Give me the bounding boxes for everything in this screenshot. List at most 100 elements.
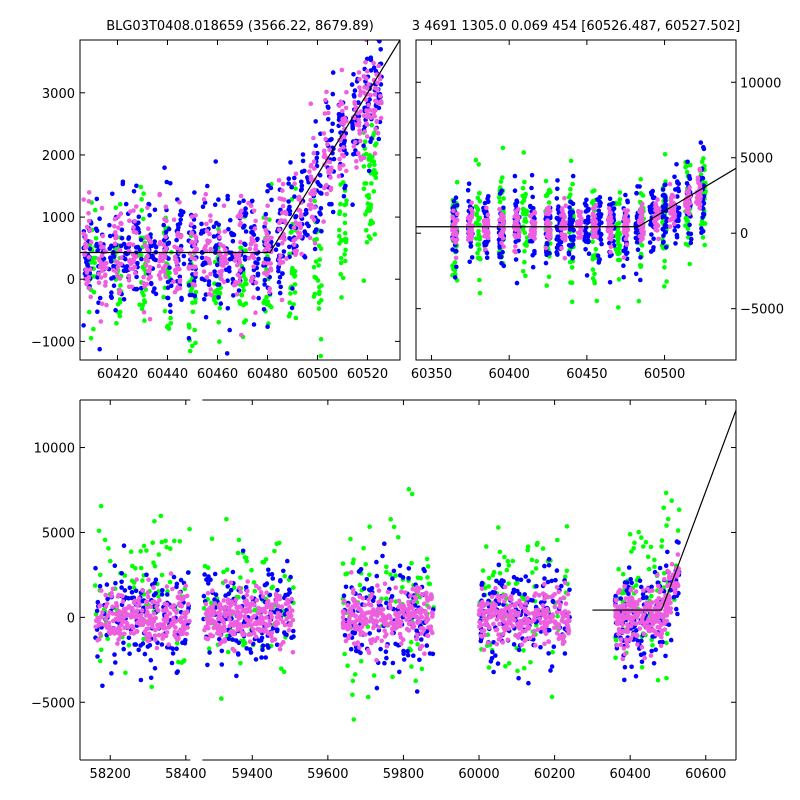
data-point: [512, 173, 518, 179]
data-point: [293, 315, 299, 321]
data-point: [674, 162, 679, 167]
data-point: [171, 279, 176, 285]
data-point: [645, 554, 651, 560]
data-point: [118, 631, 123, 636]
data-point: [421, 566, 426, 572]
data-point: [367, 97, 372, 102]
data-point: [235, 550, 241, 556]
data-point: [183, 611, 189, 617]
data-point: [172, 538, 177, 544]
data-point: [582, 219, 588, 225]
data-point: [269, 634, 274, 639]
data-point: [501, 196, 506, 201]
panel-top-left: 60420 60440 60460 60480 60500 60520−100001000…: [31, 39, 401, 382]
data-point: [477, 277, 482, 283]
data-point: [130, 266, 136, 272]
data-point: [129, 590, 135, 595]
data-point: [87, 227, 93, 233]
data-point: [134, 274, 139, 280]
y-tick-label: 0: [740, 227, 748, 242]
data-point: [566, 243, 572, 248]
data-point: [523, 273, 528, 279]
data-point: [223, 610, 228, 616]
data-point: [99, 205, 105, 211]
data-point: [137, 302, 142, 308]
data-point: [239, 245, 244, 251]
data-point: [91, 289, 97, 295]
data-point: [371, 108, 377, 113]
data-point: [128, 606, 133, 611]
data-point: [583, 231, 589, 236]
data-point: [97, 603, 103, 608]
data-point: [497, 571, 503, 576]
data-point: [523, 574, 528, 579]
data-point: [538, 645, 543, 650]
data-point: [187, 348, 193, 354]
data-point: [375, 80, 380, 86]
data-point: [216, 197, 221, 202]
data-point: [529, 185, 534, 191]
data-point: [236, 279, 242, 285]
data-point: [117, 287, 123, 293]
data-point: [159, 642, 165, 647]
data-point: [134, 620, 140, 626]
data-point: [248, 650, 254, 655]
data-point: [252, 621, 257, 626]
data-point: [255, 619, 261, 625]
data-point: [568, 158, 574, 164]
data-point: [695, 175, 701, 181]
data-point: [162, 308, 168, 314]
data-point: [152, 666, 158, 671]
data-point: [372, 114, 378, 119]
x-tick-label: 60480: [247, 367, 288, 382]
data-point: [148, 604, 153, 609]
data-point: [162, 165, 167, 170]
data-point: [488, 659, 494, 664]
data-point: [205, 565, 211, 570]
data-point: [372, 151, 378, 156]
data-point: [199, 255, 205, 261]
data-point: [697, 166, 703, 172]
data-point: [635, 638, 641, 644]
data-point: [86, 275, 91, 281]
data-point: [280, 203, 286, 209]
data-point: [109, 276, 114, 281]
data-point: [397, 563, 403, 569]
data-point: [361, 278, 367, 284]
data-point: [364, 228, 369, 233]
data-point: [161, 242, 166, 248]
data-point: [231, 293, 236, 298]
data-point: [187, 292, 193, 298]
data-point: [516, 647, 522, 653]
data-point: [216, 604, 222, 610]
data-point: [485, 220, 491, 225]
data-point: [216, 616, 221, 622]
data-point: [315, 179, 320, 185]
data-point: [549, 578, 554, 584]
data-point: [606, 206, 612, 211]
data-point: [144, 605, 150, 610]
data-point: [228, 217, 233, 223]
data-point: [513, 203, 519, 209]
data-point: [317, 291, 322, 297]
data-point: [545, 242, 550, 247]
data-point: [317, 172, 323, 178]
data-point: [555, 178, 560, 183]
data-point: [298, 213, 304, 219]
data-point: [641, 232, 646, 237]
data-point: [255, 286, 260, 292]
data-point: [318, 206, 324, 211]
data-point: [312, 274, 317, 280]
data-point: [262, 582, 268, 588]
data-point: [652, 564, 657, 569]
data-point: [156, 552, 162, 557]
data-point: [106, 620, 112, 626]
data-point: [614, 222, 619, 227]
data-point: [563, 574, 568, 580]
data-point: [474, 212, 479, 218]
data-point: [237, 222, 243, 228]
data-point: [406, 486, 412, 492]
data-point: [480, 568, 486, 573]
series-pink: [81, 40, 384, 338]
data-point: [675, 186, 681, 191]
